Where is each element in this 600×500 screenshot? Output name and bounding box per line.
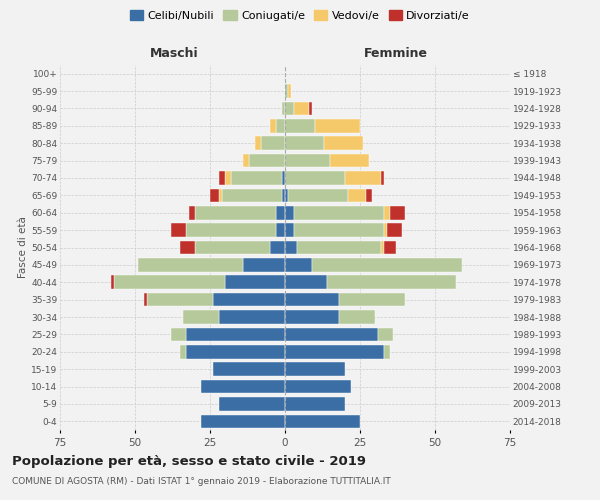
- Bar: [201, 380, 285, 394]
- Bar: [195, 240, 270, 254]
- Bar: [285, 362, 345, 376]
- Bar: [330, 154, 369, 168]
- Text: COMUNE DI AGOSTA (RM) - Dati ISTAT 1° gennaio 2019 - Elaborazione TUTTITALIA.IT: COMUNE DI AGOSTA (RM) - Dati ISTAT 1° ge…: [12, 478, 391, 486]
- Bar: [285, 240, 297, 254]
- Bar: [180, 345, 186, 358]
- Bar: [294, 102, 309, 115]
- Bar: [381, 240, 384, 254]
- Bar: [285, 136, 324, 150]
- Bar: [285, 276, 327, 289]
- Bar: [249, 154, 285, 168]
- Bar: [183, 310, 219, 324]
- Bar: [201, 414, 285, 428]
- Bar: [384, 224, 387, 237]
- Bar: [270, 119, 276, 132]
- Bar: [285, 188, 288, 202]
- Bar: [285, 102, 294, 115]
- Bar: [294, 206, 384, 220]
- Bar: [243, 258, 285, 272]
- Y-axis label: Fasce di età: Fasce di età: [18, 216, 28, 278]
- Bar: [171, 328, 186, 341]
- Bar: [276, 224, 285, 237]
- Bar: [381, 171, 384, 185]
- Bar: [261, 136, 285, 150]
- Bar: [186, 328, 285, 341]
- Bar: [297, 240, 381, 254]
- Bar: [213, 293, 285, 306]
- Bar: [222, 188, 282, 202]
- Bar: [219, 171, 225, 185]
- Bar: [384, 240, 396, 254]
- Bar: [189, 206, 195, 220]
- Bar: [285, 206, 294, 220]
- Bar: [147, 293, 213, 306]
- Bar: [285, 345, 384, 358]
- Text: Popolazione per età, sesso e stato civile - 2019: Popolazione per età, sesso e stato civil…: [12, 455, 366, 468]
- Bar: [138, 258, 243, 272]
- Bar: [384, 206, 390, 220]
- Bar: [384, 345, 390, 358]
- Bar: [390, 206, 405, 220]
- Bar: [231, 171, 282, 185]
- Bar: [219, 310, 285, 324]
- Bar: [288, 84, 291, 98]
- Bar: [180, 240, 195, 254]
- Bar: [276, 119, 285, 132]
- Bar: [285, 258, 312, 272]
- Bar: [114, 276, 225, 289]
- Text: Maschi: Maschi: [149, 47, 199, 60]
- Bar: [213, 362, 285, 376]
- Bar: [378, 328, 393, 341]
- Bar: [282, 188, 285, 202]
- Bar: [285, 380, 351, 394]
- Bar: [282, 171, 285, 185]
- Bar: [186, 224, 276, 237]
- Bar: [225, 276, 285, 289]
- Bar: [285, 84, 288, 98]
- Bar: [282, 102, 285, 115]
- Bar: [219, 188, 222, 202]
- Bar: [339, 310, 375, 324]
- Bar: [285, 414, 360, 428]
- Bar: [285, 224, 294, 237]
- Bar: [285, 171, 345, 185]
- Bar: [312, 258, 462, 272]
- Bar: [387, 224, 402, 237]
- Bar: [219, 397, 285, 410]
- Bar: [288, 188, 348, 202]
- Bar: [255, 136, 261, 150]
- Bar: [171, 224, 186, 237]
- Bar: [285, 328, 378, 341]
- Bar: [345, 171, 381, 185]
- Bar: [339, 293, 405, 306]
- Bar: [243, 154, 249, 168]
- Bar: [186, 345, 285, 358]
- Bar: [210, 188, 219, 202]
- Bar: [315, 119, 360, 132]
- Bar: [285, 397, 345, 410]
- Bar: [327, 276, 456, 289]
- Bar: [144, 293, 147, 306]
- Bar: [309, 102, 312, 115]
- Bar: [294, 224, 384, 237]
- Bar: [348, 188, 366, 202]
- Bar: [276, 206, 285, 220]
- Bar: [195, 206, 276, 220]
- Text: Femmine: Femmine: [364, 47, 428, 60]
- Bar: [225, 171, 231, 185]
- Legend: Celibi/Nubili, Coniugati/e, Vedovi/e, Divorziati/e: Celibi/Nubili, Coniugati/e, Vedovi/e, Di…: [125, 6, 475, 25]
- Bar: [285, 310, 339, 324]
- Bar: [366, 188, 372, 202]
- Bar: [285, 293, 339, 306]
- Bar: [285, 154, 330, 168]
- Bar: [324, 136, 363, 150]
- Bar: [270, 240, 285, 254]
- Bar: [111, 276, 114, 289]
- Bar: [285, 119, 315, 132]
